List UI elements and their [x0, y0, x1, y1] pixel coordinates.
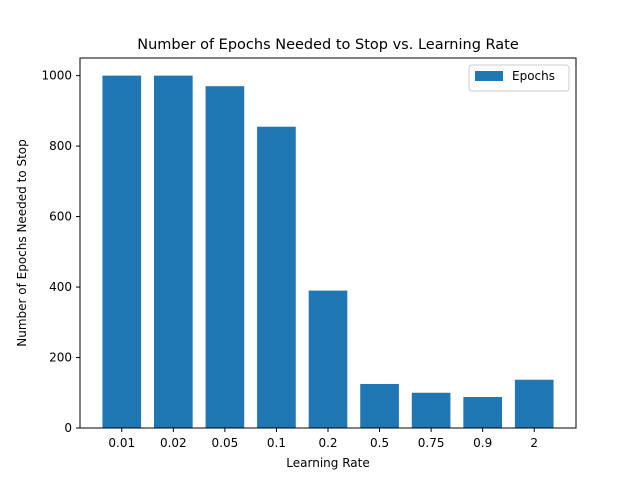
x-tick-label: 2: [530, 436, 538, 450]
y-axis: 0 200 400 600 800 1000: [41, 69, 80, 435]
bar-0.9: [463, 396, 503, 428]
bars-group: [102, 75, 554, 428]
bar-0.5: [360, 383, 399, 428]
x-tick-label: 0.75: [418, 436, 445, 450]
bar-0.02: [153, 75, 193, 428]
y-tick-label: 400: [49, 280, 72, 294]
plot-frame: [79, 57, 577, 429]
y-axis-title: Number of Epochs Needed to Stop: [15, 139, 29, 347]
y-tick-label: 0: [64, 421, 72, 435]
y-tick-label: 600: [49, 210, 72, 224]
y-tick-label: 200: [49, 351, 72, 365]
legend-swatch: [475, 71, 503, 81]
x-tick-label: 0.9: [473, 436, 492, 450]
bar-2: [514, 379, 554, 428]
x-tick-label: 0.05: [212, 436, 239, 450]
bar-0.75: [411, 392, 451, 428]
legend: Epochs: [468, 64, 570, 92]
bar-0.2: [308, 290, 348, 428]
x-tick-label: 0.01: [108, 436, 135, 450]
y-tick-label: 1000: [41, 69, 72, 83]
x-axis-title: Learning Rate: [286, 456, 369, 470]
x-tick-label: 0.1: [267, 436, 286, 450]
x-tick-label: 0.02: [160, 436, 187, 450]
bar-0.1: [257, 126, 296, 428]
legend-label: Epochs: [512, 69, 555, 83]
bar-0.01: [102, 75, 142, 428]
chart-title: Number of Epochs Needed to Stop vs. Lear…: [137, 37, 519, 53]
x-tick-label: 0.5: [370, 436, 389, 450]
x-axis: 0.01 0.02 0.05 0.1 0.2 0.5 0.75 0.9 2: [108, 428, 538, 450]
y-tick-label: 800: [49, 139, 72, 153]
bar-0.05: [205, 86, 245, 428]
x-tick-label: 0.2: [318, 436, 337, 450]
